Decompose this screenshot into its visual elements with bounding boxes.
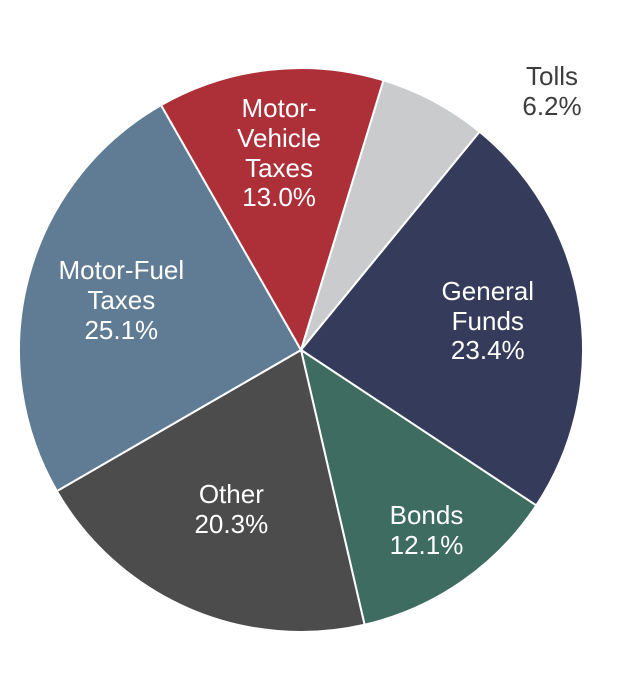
- pie-svg: [0, 0, 640, 670]
- funding-sources-pie-chart: Tolls 6.2%General Funds 23.4%Bonds 12.1%…: [0, 0, 640, 670]
